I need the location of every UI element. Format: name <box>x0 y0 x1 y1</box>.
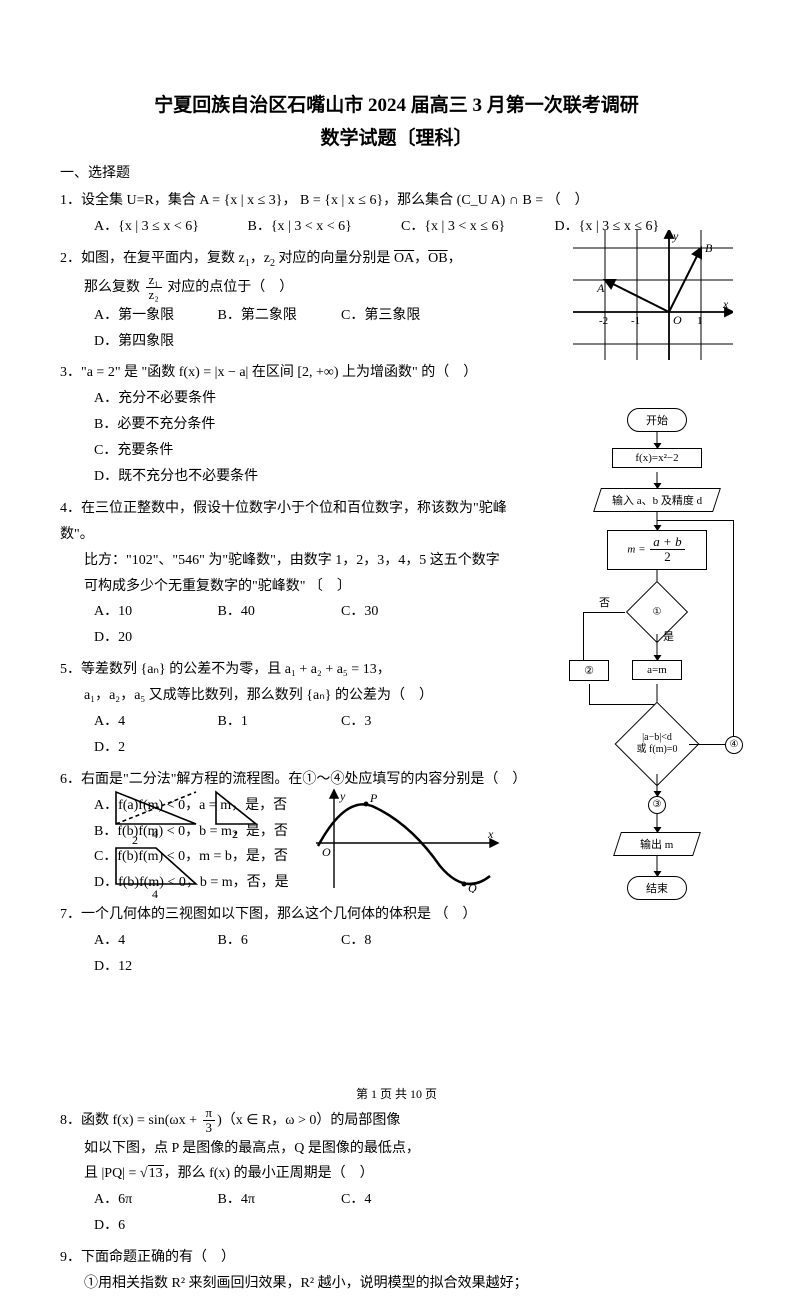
fc-start: 开始 <box>627 408 687 432</box>
q5-l2: a₁，a₂，a₅ 又成等比数列，那么数列 {aₙ} 的公差为（ ） <box>60 683 520 709</box>
q8-opt-b: B．4π <box>218 1187 338 1213</box>
q3-opt-b: B．必要不充分条件 <box>94 412 374 438</box>
question-2: 2．如图，在复平面内，复数 z1，z2 对应的向量分别是 OA，OB， 那么复数… <box>60 246 520 355</box>
question-9: 9．下面命题正确的有（ ） ①用相关指数 R² 来刻画回归效果，R² 越小，说明… <box>60 1245 733 1297</box>
fc-box-circ2: ② <box>569 660 609 681</box>
q4-l2: 比方："102"、"546" 为"驼峰数"，由数字 1，2，3，4，5 这五个数… <box>60 548 520 574</box>
q5-l1: 5．等差数列 {aₙ} 的公差不为零，且 a₁ + a₂ + a₅ = 13， <box>60 657 520 683</box>
q1-text: 1．设全集 U=R，集合 A = {x | x ≤ 3}， B = {x | x… <box>60 188 733 214</box>
svg-text:-1: -1 <box>631 315 640 327</box>
q4-opt-c: C．30 <box>341 599 461 625</box>
fc-circ-4: ④ <box>725 736 743 754</box>
question-5: 5．等差数列 {aₙ} 的公差不为零，且 a₁ + a₂ + a₅ = 13， … <box>60 657 520 761</box>
q2-line1: 2．如图，在复平面内，复数 z1，z2 对应的向量分别是 OA，OB， <box>60 246 520 273</box>
title-line-2: 数学试题〔理科〕 <box>60 123 733 150</box>
q5-opt-d: D．2 <box>94 735 214 761</box>
fc-label-yes-1: 是 <box>663 628 674 644</box>
q4-opt-a: A．10 <box>94 599 214 625</box>
q5-opt-a: A．4 <box>94 709 214 735</box>
q4-l1: 4．在三位正整数中，假设十位数字小于个位和百位数字，称该数为"驼峰数"。 <box>60 496 520 548</box>
svg-text:1: 1 <box>697 315 703 327</box>
q8-opt-a: A．6π <box>94 1187 214 1213</box>
fc-circ-3: ③ <box>648 796 666 814</box>
q8-l1: 8．函数 f(x) = sin(ωx + π3)（x ∈ R，ω > 0）的局部… <box>60 1106 520 1136</box>
q2-fig-label-o: O <box>673 313 682 327</box>
title-line-1: 宁夏回族自治区石嘴山市 2024 届高三 3 月第一次联考调研 <box>60 90 733 117</box>
q7-opt-a: A．4 <box>94 928 214 954</box>
svg-text:2: 2 <box>232 827 238 841</box>
question-7: 7．一个几何体的三视图如以下图，那么这个几何体的体积是 （ ） A．4 B．6 … <box>60 902 520 1100</box>
fc-box-fx: f(x)=x²−2 <box>612 448 702 468</box>
flowchart: 开始 f(x)=x²−2 输入 a、b 及精度 d m = a + b2 ① 是… <box>577 408 737 988</box>
q7-opt-b: B．6 <box>218 928 338 954</box>
q1-opt-a: A．{x | 3 ≤ x < 6} <box>94 214 244 240</box>
fc-box-output: 输出 m <box>613 832 701 856</box>
fc-end: 结束 <box>627 876 687 900</box>
fc-label-no-1: 否 <box>599 594 610 610</box>
q4-opt-d: D．20 <box>94 625 214 651</box>
q2-opt-d: D．第四象限 <box>94 329 214 355</box>
q2-fig-label-a: A <box>596 281 605 295</box>
svg-text:4: 4 <box>152 887 158 901</box>
svg-text:2: 2 <box>132 833 138 847</box>
section-heading: 一、选择题 <box>60 162 733 182</box>
q8-l2: 如以下图，点 P 是图像的最高点，Q 是图像的最低点， <box>60 1136 520 1162</box>
svg-text:y: y <box>672 230 679 243</box>
q1-opt-c: C．{x | 3 < x ≤ 6} <box>401 214 551 240</box>
q7-opt-c: C．8 <box>341 928 461 954</box>
q7-opt-d: D．12 <box>94 954 214 980</box>
q9-text: 9．下面命题正确的有（ ） <box>60 1245 733 1271</box>
q4-l3: 可构成多少个无重复数字的"驼峰数" 〔 〕 <box>60 574 520 600</box>
q2-opt-a: A．第一象限 <box>94 303 214 329</box>
q8-curve-figure: P Q O x y <box>310 788 500 893</box>
fc-box-mid: m = a + b2 <box>607 530 707 570</box>
q5-opt-c: C．3 <box>341 709 461 735</box>
q2-coordinate-figure: A B O x y -2 -1 1 <box>573 230 733 360</box>
q7-three-views: 4 2 4 2 <box>106 784 306 904</box>
svg-text:P: P <box>369 791 378 805</box>
question-3: 3．"a = 2" 是 "函数 f(x) = |x − a| 在区间 [2, +… <box>60 360 520 489</box>
svg-text:-2: -2 <box>599 315 608 327</box>
svg-text:x: x <box>722 297 729 311</box>
q3-text: 3．"a = 2" 是 "函数 f(x) = |x − a| 在区间 [2, +… <box>60 360 520 386</box>
q9-item1: ①用相关指数 R² 来刻画回归效果，R² 越小，说明模型的拟合效果越好； <box>60 1271 733 1297</box>
q2-line2: 那么复数 z₁z₂ 对应的点位于（ ） <box>60 273 520 303</box>
fc-box-input: 输入 a、b 及精度 d <box>593 488 721 512</box>
svg-text:O: O <box>322 845 331 859</box>
page-footer: 第 1 页 共 10 页 <box>0 1085 793 1102</box>
q8-opt-c: C．4 <box>341 1187 461 1213</box>
svg-text:4: 4 <box>152 827 158 841</box>
question-8: 8．函数 f(x) = sin(ωx + π3)（x ∈ R，ω > 0）的局部… <box>60 1106 520 1239</box>
q3-opt-a: A．充分不必要条件 <box>94 386 374 412</box>
q1-opt-b: B．{x | 3 < x < 6} <box>248 214 398 240</box>
svg-text:x: x <box>487 827 494 841</box>
q8-l3: 且 |PQ| = √13，那么 f(x) 的最小正周期是（ ） <box>60 1161 520 1187</box>
q5-opt-b: B．1 <box>218 709 338 735</box>
q8-opt-d: D．6 <box>94 1213 214 1239</box>
q2-opt-c: C．第三象限 <box>341 303 461 329</box>
q7-text: 7．一个几何体的三视图如以下图，那么这个几何体的体积是 （ ） <box>60 902 520 928</box>
svg-text:y: y <box>339 789 346 803</box>
q2-fig-label-b: B <box>705 241 713 255</box>
q3-opt-d: D．既不充分也不必要条件 <box>94 464 374 490</box>
q3-opt-c: C．充要条件 <box>94 438 374 464</box>
q2-opt-b: B．第二象限 <box>218 303 338 329</box>
question-4: 4．在三位正整数中，假设十位数字小于个位和百位数字，称该数为"驼峰数"。 比方：… <box>60 496 520 651</box>
q4-opt-b: B．40 <box>218 599 338 625</box>
fc-box-am: a=m <box>632 660 682 680</box>
svg-text:Q: Q <box>468 881 477 893</box>
